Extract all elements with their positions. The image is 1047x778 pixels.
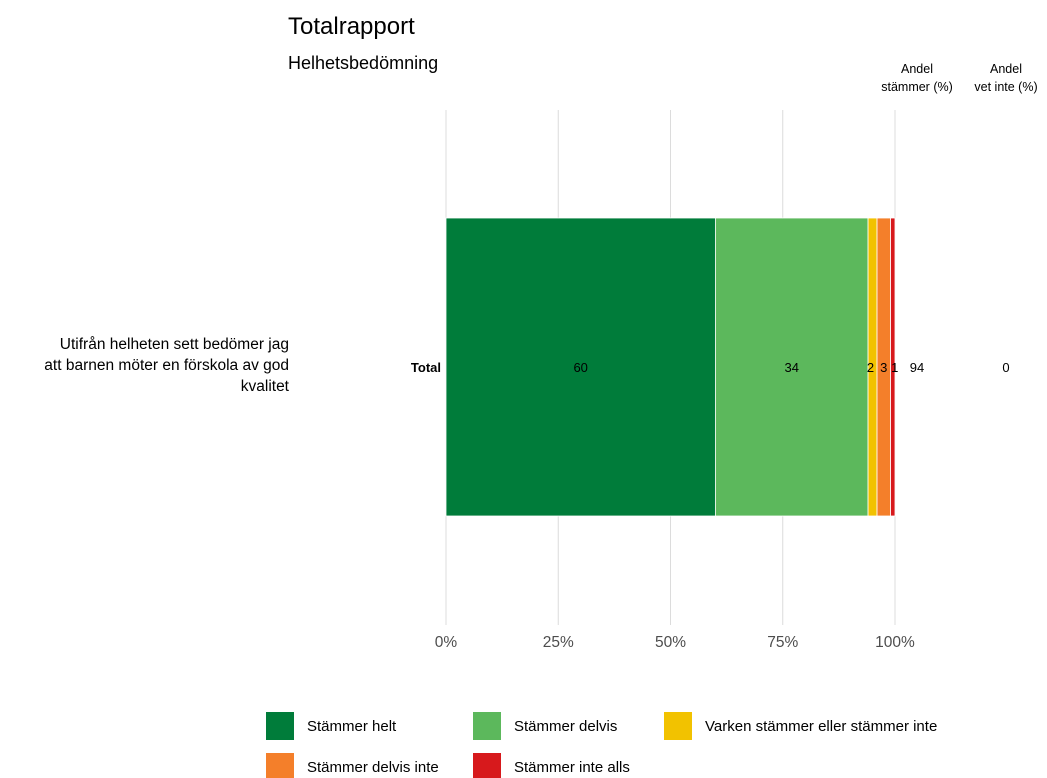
column-header-1: stämmer (%): [881, 80, 953, 94]
row-label-total: Total: [411, 360, 441, 375]
legend-label: Varken stämmer eller stämmer inte: [705, 718, 937, 735]
column-header-2: Andel: [990, 62, 1022, 76]
question-label: Utifrån helheten sett bedömer jag att bar…: [44, 336, 289, 395]
column-value-2: 0: [1002, 360, 1009, 375]
question-line: Utifrån helheten sett bedömer jag: [60, 336, 289, 353]
side-values: 94 0: [910, 360, 1010, 375]
segment-labels: 60 34 2 3 1: [573, 360, 898, 375]
legend-swatch: [266, 712, 294, 740]
legend-swatch: [664, 712, 692, 740]
legend: Stämmer helt Stämmer delvis Varken stämmer…: [266, 712, 937, 778]
segment-value-label: 34: [784, 360, 798, 375]
x-tick-label: 75%: [767, 634, 798, 651]
segment-value-label: 2: [867, 360, 874, 375]
bar-segment-2: [715, 217, 869, 517]
segment-value-label: 1: [891, 360, 898, 375]
x-tick-label: 0%: [435, 634, 458, 651]
bar-segment-5: [890, 217, 896, 517]
bar-segment-1: [445, 217, 716, 517]
x-tick-label: 25%: [543, 634, 574, 651]
segment-value-label: 3: [880, 360, 887, 375]
legend-label: Stämmer helt: [307, 718, 397, 735]
chart-subtitle: Helhetsbedömning: [288, 53, 438, 73]
question-line: kvalitet: [241, 378, 290, 395]
stacked-bar: [445, 217, 896, 517]
legend-label: Stämmer delvis: [514, 718, 617, 735]
legend-label: Stämmer inte alls: [514, 759, 630, 776]
legend-swatch: [473, 753, 501, 778]
question-line: att barnen möter en förskola av god: [44, 357, 289, 374]
legend-label: Stämmer delvis inte: [307, 759, 439, 776]
x-tick-label: 100%: [875, 634, 915, 651]
column-header-2: vet inte (%): [974, 80, 1037, 94]
segment-value-label: 60: [573, 360, 587, 375]
column-header-1: Andel: [901, 62, 933, 76]
row-labels: Total: [411, 360, 441, 375]
x-tick-label: 50%: [655, 634, 686, 651]
legend-swatch: [266, 753, 294, 778]
column-value-1: 94: [910, 360, 924, 375]
chart-title: Totalrapport: [288, 13, 415, 40]
x-axis-ticks: 0% 25% 50% 75% 100%: [435, 634, 915, 651]
legend-swatch: [473, 712, 501, 740]
column-headers: Andel stämmer (%) Andel vet inte (%): [881, 62, 1037, 94]
